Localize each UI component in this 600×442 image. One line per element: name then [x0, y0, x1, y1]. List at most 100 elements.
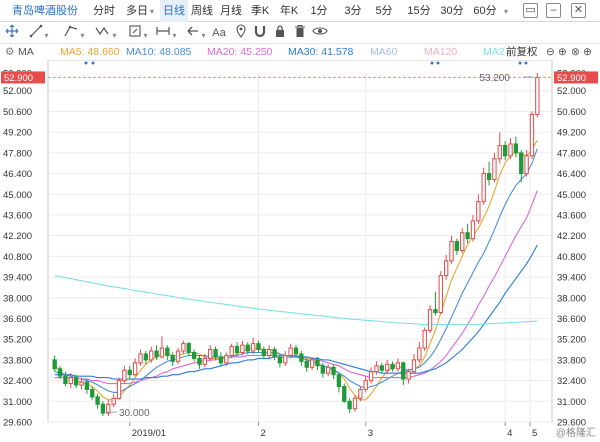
- candle: [186, 342, 191, 356]
- tab-monthly[interactable]: 月线: [220, 5, 242, 17]
- candle-body: [390, 363, 395, 370]
- eye-icon[interactable]: [312, 24, 328, 42]
- candle-body: [395, 362, 401, 370]
- candle-body: [406, 371, 411, 380]
- tab-60min[interactable]: 60分: [473, 5, 497, 17]
- candle: [181, 340, 186, 354]
- candle: [401, 361, 406, 386]
- plot-border: [47, 60, 553, 423]
- tab-30min[interactable]: 30分: [440, 5, 464, 17]
- tab-intraday[interactable]: 分时: [93, 5, 115, 17]
- tab-15min[interactable]: 15分: [407, 5, 431, 17]
- tab-quarterly[interactable]: 季K: [250, 5, 270, 17]
- restore-icon[interactable]: ▭: [523, 3, 538, 18]
- candle-body: [138, 353, 143, 364]
- candle-body: [52, 359, 57, 370]
- candle: [245, 342, 250, 354]
- text-icon[interactable]: Aa: [212, 27, 226, 39]
- tab-3min[interactable]: 3分: [344, 5, 362, 17]
- trend-line-tool[interactable]: ▾: [60, 24, 88, 42]
- candle-body: [132, 362, 138, 376]
- candle: [492, 152, 497, 183]
- tab-yearly[interactable]: 年K: [279, 5, 299, 17]
- candle-body: [299, 353, 304, 362]
- candle-body: [315, 359, 320, 367]
- candle-body: [508, 143, 513, 157]
- candle-body: [331, 366, 336, 376]
- minimize-icon[interactable]: –: [546, 3, 561, 18]
- tab-1min[interactable]: 1分: [310, 5, 328, 17]
- more-periods-icon[interactable]: ▾: [503, 7, 508, 16]
- lock-icon[interactable]: [272, 24, 288, 42]
- tab-daily[interactable]: 日线: [160, 0, 188, 22]
- y-tick-label-right: 40.800: [557, 252, 586, 263]
- candle: [422, 327, 427, 352]
- tab-5min[interactable]: 5分: [375, 5, 393, 17]
- stock-name-title[interactable]: 青岛啤酒股份: [12, 5, 78, 17]
- y-tick-label-left: 43.600: [3, 210, 32, 221]
- candle: [513, 136, 519, 158]
- x-tick-label: 2: [260, 428, 265, 439]
- candle-body: [250, 343, 256, 352]
- y-tick-label-left: 45.000: [3, 190, 32, 201]
- close-icon[interactable]: ✕: [571, 3, 586, 18]
- crosshair-icon[interactable]: [4, 24, 20, 42]
- settings-icon[interactable]: ⊗: [571, 46, 580, 58]
- candle: [100, 401, 106, 417]
- y-tick-label-right: 32.400: [557, 376, 586, 387]
- candle: [132, 358, 138, 377]
- candle: [411, 353, 417, 374]
- candle: [438, 271, 443, 315]
- ma-indicator-label[interactable]: MA: [18, 46, 34, 58]
- candle-body: [127, 369, 132, 376]
- line-draw-tool[interactable]: ▾: [26, 24, 52, 42]
- ma-settings-icon[interactable]: ⚙: [5, 46, 15, 58]
- candle: [138, 349, 143, 366]
- y-tick-label-right: 31.000: [557, 397, 586, 408]
- candle-body: [438, 275, 443, 314]
- magnet-icon[interactable]: [252, 24, 268, 42]
- add-indicator-icon[interactable]: ⊕: [583, 46, 592, 58]
- wave-tool[interactable]: ▾: [92, 24, 120, 42]
- candle: [122, 365, 127, 384]
- current-price-tag-left: [1, 71, 45, 84]
- candlestick-chart[interactable]: 53.200 52.000 50.600 49.200 47.800 46.400 45.0…: [0, 60, 600, 442]
- candle: [342, 383, 347, 403]
- y-tick-label-right: 52.000: [557, 86, 586, 97]
- zoom-out-icon[interactable]: ⊖: [546, 46, 555, 58]
- event-marker-dot: [84, 61, 88, 65]
- tab-multi-day[interactable]: 多日 ▾: [121, 0, 159, 22]
- ma-legend: ⚙ MA MA5: 48.660 MA10: 48.085 MA20: 45.2…: [0, 44, 600, 60]
- candle: [508, 138, 513, 159]
- candle-body: [385, 363, 390, 371]
- zoom-in-icon[interactable]: ⊕: [558, 46, 567, 58]
- range-tool[interactable]: ▾: [124, 24, 152, 42]
- candle-body: [63, 375, 68, 385]
- x-tick-label: 5: [532, 428, 537, 439]
- tab-weekly[interactable]: 周线: [191, 5, 213, 17]
- candle-body: [272, 349, 277, 358]
- candle: [331, 364, 336, 380]
- candle-body: [497, 144, 502, 160]
- candle: [443, 254, 449, 281]
- ma60-label: MA60: [370, 46, 398, 58]
- trash-icon[interactable]: [292, 24, 308, 42]
- candle: [165, 345, 170, 360]
- candle: [154, 345, 159, 360]
- candle: [288, 343, 293, 359]
- ma250-line: [54, 275, 538, 325]
- event-marker-dot: [524, 61, 528, 65]
- candle-body: [460, 232, 465, 251]
- candle-body: [379, 365, 384, 371]
- candle-body: [470, 220, 476, 240]
- measure-tool[interactable]: ▾: [152, 24, 180, 42]
- pin-icon[interactable]: [233, 24, 249, 42]
- arrow-tool[interactable]: ▾: [182, 24, 210, 42]
- y-tick-label-left: 47.800: [3, 148, 32, 159]
- x-tick-label: 3: [368, 428, 373, 439]
- candle: [519, 149, 524, 183]
- candle-body: [433, 309, 438, 314]
- adjust-mode-dropdown[interactable]: 前复权: [506, 46, 538, 58]
- candle-body: [224, 354, 229, 364]
- y-tick-label-left: 33.800: [3, 355, 32, 366]
